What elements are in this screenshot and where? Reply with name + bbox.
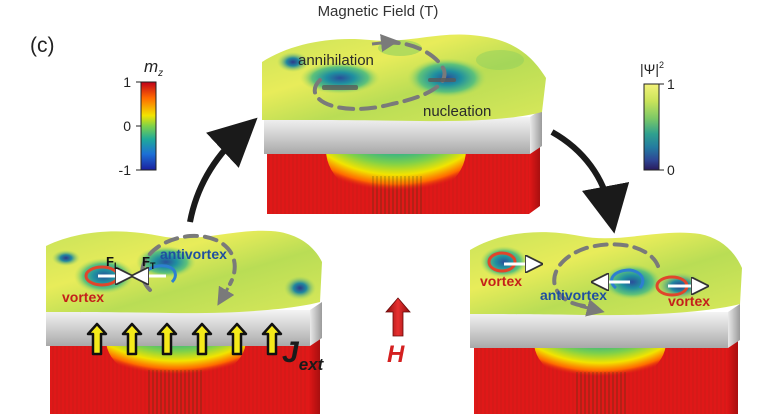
right-panel: vortex antivortex vortex: [470, 232, 742, 414]
left-order-parameter-surface: [46, 230, 322, 314]
current-arrow: [226, 322, 248, 356]
current-arrow: [156, 322, 178, 356]
top-superconductor-slab: [264, 109, 542, 154]
force-label-right: FT: [142, 254, 156, 271]
colorbar-mz-title: mz: [144, 57, 163, 79]
colorbar-psi-tick-max: 1: [667, 76, 675, 92]
field-arrow: [385, 297, 411, 337]
vortex-ring-left: [487, 251, 517, 273]
label-antivortex-right: antivortex: [540, 287, 607, 303]
right-superconductor-slab: [470, 304, 740, 348]
current-arrow: [121, 322, 143, 356]
current-arrow: [86, 322, 108, 356]
colorbar-psi-tick-min: 0: [667, 162, 675, 178]
figure-title: Magnetic Field (T): [318, 3, 439, 20]
label-antivortex-left: antivortex: [160, 246, 227, 262]
left-superconductor-slab: [46, 302, 322, 346]
field-label: H: [387, 341, 405, 368]
colorbar-mz-tick-max: 1: [123, 74, 131, 90]
colorbar-mz-tick-mid: 0: [123, 118, 131, 134]
label-vortex-right-1: vortex: [480, 273, 522, 289]
label-annihilation: annihilation: [298, 52, 374, 69]
colorbar-psi-title: |Ψ|2: [640, 60, 664, 77]
force-label-left: FL: [106, 254, 120, 271]
top-panel: annihilation nucleation: [262, 34, 546, 214]
left-panel: FL FT antivortex vortex Jext: [46, 230, 325, 414]
label-vortex-left: vortex: [62, 289, 104, 305]
current-arrow: [261, 322, 283, 356]
cycle-arrow-up: [187, 117, 258, 223]
current-arrow: [191, 322, 213, 356]
current-label: Jext: [282, 336, 325, 374]
colorbar-mz-tick-min: -1: [119, 162, 132, 178]
right-order-parameter-surface: [470, 232, 742, 317]
current-arrows: [86, 322, 283, 356]
colorbar-mz: mz 1 0 -1: [119, 57, 164, 178]
top-order-parameter-surface: [262, 34, 546, 122]
cycle-arrow-down: [550, 129, 630, 234]
colorbar-psi: |Ψ|2 1 0: [640, 60, 675, 178]
panel-label: (c): [30, 34, 55, 57]
label-vortex-right-2: vortex: [668, 293, 710, 309]
label-nucleation: nucleation: [423, 103, 491, 120]
